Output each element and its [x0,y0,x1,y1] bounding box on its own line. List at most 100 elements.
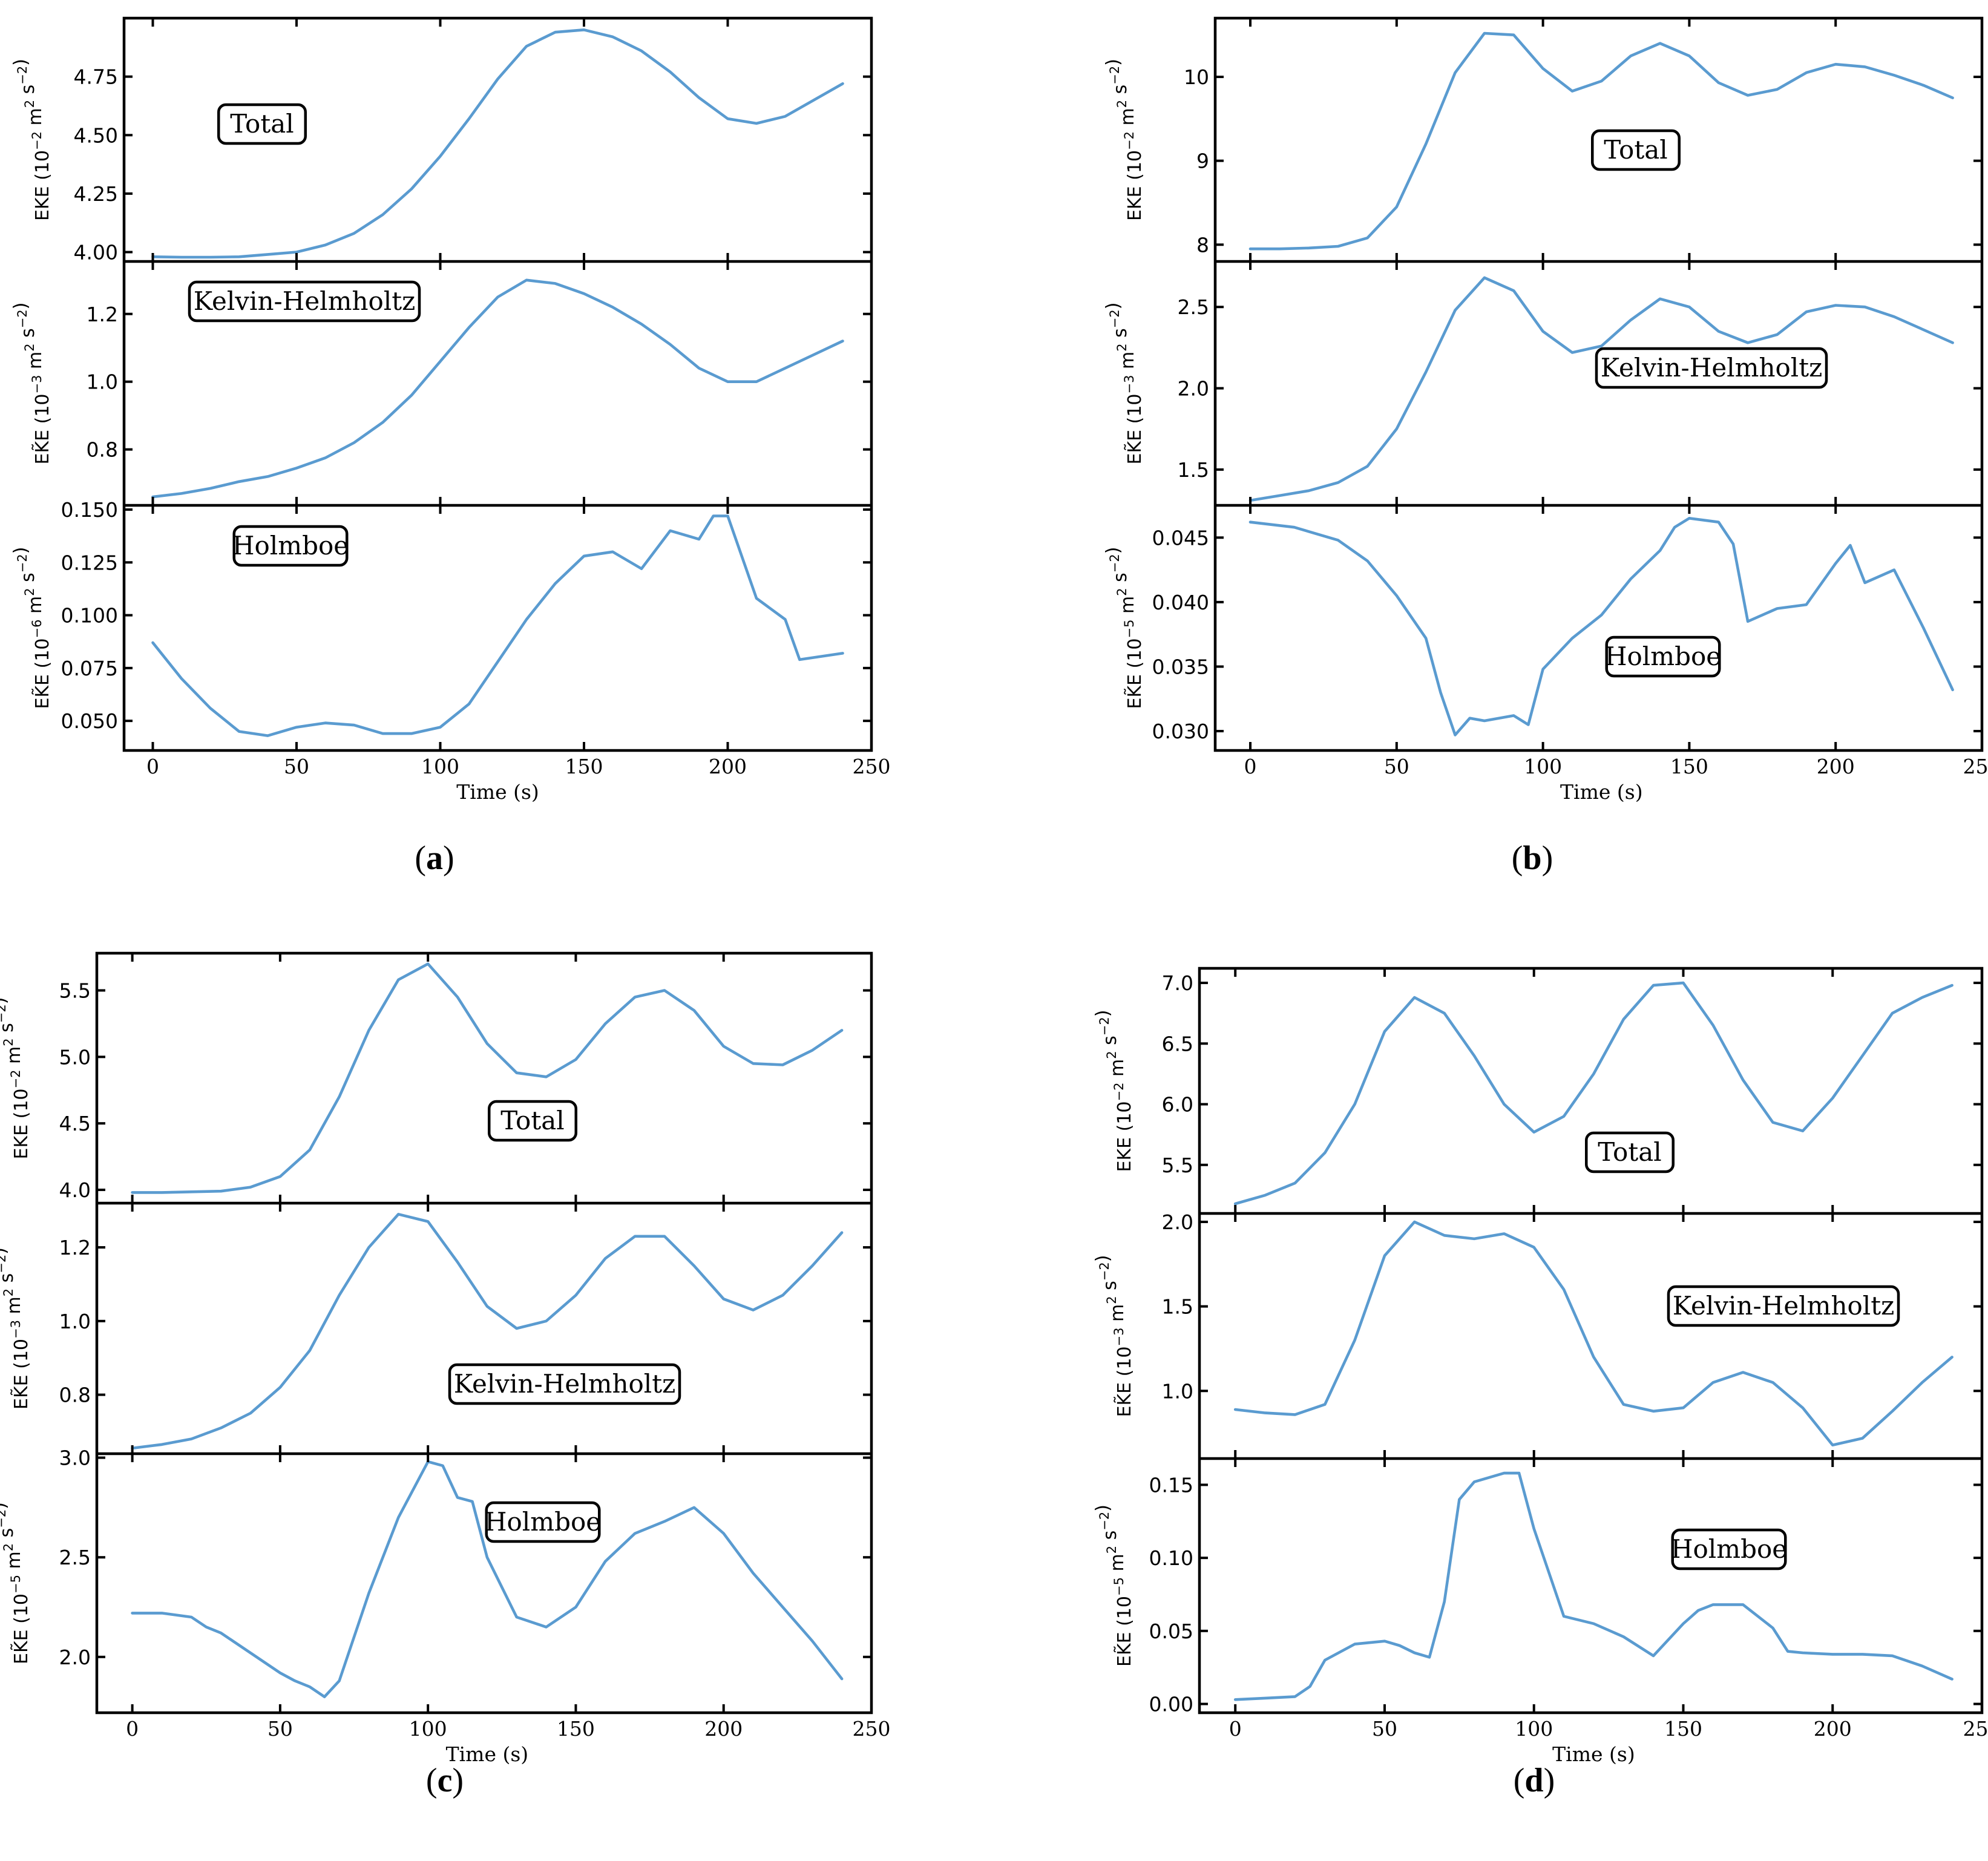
subplot-title: Total [230,109,294,139]
ytick-label: 4.25 [74,182,118,206]
ytick-label: 2.0 [59,1646,91,1669]
xtick-label: 50 [284,755,309,778]
subplot-a-1: 4.00 4.25 4.50 4.75 EKE (10−2 m2 s−2) Total [10,18,873,264]
axes-frame [122,16,873,752]
y-axis-label: EKE (10−2 m2 s−2) [0,997,32,1160]
ytick-label: 9 [1196,149,1209,173]
y-axis-label: EK̃E (10−3 m2 s−2) [10,303,53,465]
title-box [1595,347,1828,389]
ytick-label: 0.8 [87,438,118,462]
xtick-label: 0 [1229,1717,1242,1741]
ytick-label: 0.075 [61,657,118,680]
ytick-label: 0.150 [61,498,118,522]
ytick-label: 0.100 [61,604,118,628]
subplot-c-3: 2.0 2.5 3.0 EK̃E (10−5 m2 s−2) Holmboe [0,1446,873,1713]
xtick-label: 100 [409,1717,447,1741]
y-axis-label: EKE (10−2 m2 s−2) [1092,1010,1135,1172]
xtick-label: 0 [146,755,159,778]
ytick-label: 2.0 [1162,1210,1193,1234]
ytick-label: 1.0 [87,370,118,394]
title-box [1585,1131,1675,1173]
xtick-label: 0 [126,1717,139,1741]
ytick-label: 3.0 [59,1446,91,1470]
series-line-kelvin-helmholtz [1248,276,1954,502]
y-axis-label: EK̃E (10−3 m2 s−2) [1092,1255,1135,1417]
xtick-label: 200 [1814,1717,1852,1741]
ytick-label: 0.05 [1149,1620,1193,1643]
ytick-label: 0.00 [1149,1693,1193,1716]
subplot-title: Holmboe [485,1507,601,1537]
ytick-label: 2.5 [59,1546,91,1569]
panel-b: 8 9 10 EKE (10−2 m2 s−2) Total 1.5 2.0 2.5 EK̃E … [1103,16,1988,877]
ytick-label: 1.5 [1162,1295,1193,1319]
ytick-label: 4.0 [59,1178,91,1202]
ytick-label: 0.045 [1152,526,1209,550]
y-axis-label: EK̃E (10−5 m2 s−2) [1092,1505,1135,1667]
xtick-label: 200 [709,755,747,778]
ytick-label: 8 [1196,233,1209,257]
ytick-label: 0.8 [59,1383,91,1407]
xtick-label: 100 [1524,755,1562,778]
subplot-title: Kelvin-Helmholtz [1601,353,1822,382]
subplot-c-1: 4.0 4.5 5.0 5.5 EKE (10−2 m2 s−2) Total [0,953,873,1203]
subplot-title: Kelvin-Helmholtz [454,1369,675,1399]
subplot-d-1: 5.5 6.0 6.5 7.0 EKE (10−2 m2 s−2) Total [1092,968,1983,1213]
subplot-title: Total [1604,135,1667,165]
ytick-label: 5.5 [59,979,91,1003]
subplot-c-2: 0.8 1.0 1.2 EK̃E (10−3 m2 s−2) Kelvin-Helmho… [0,1203,873,1454]
ytick-label: 1.5 [1178,458,1209,482]
ytick-label: 5.5 [1162,1154,1193,1177]
ytick-label: 0.125 [61,551,118,574]
xtick-label: 100 [421,755,459,778]
series-line-holmboe [131,1460,844,1698]
x-axis-label: Time (s) [446,1742,529,1766]
ytick-label: 5.0 [59,1045,91,1069]
xtick-label: 200 [704,1717,743,1741]
subplot-title: Holmboe [1605,642,1721,671]
series-line-total [151,28,844,259]
ytick-label: 1.2 [87,303,118,326]
x-axis-label: Time (s) [1560,780,1643,804]
axes-frame [95,951,873,1715]
panel-caption: (b) [1512,839,1553,877]
panel-c: 4.0 4.5 5.0 5.5 EKE (10−2 m2 s−2) Total 0.8 1.0… [0,951,891,1799]
series-line-kelvin-helmholtz [151,278,844,499]
title-box [485,1501,601,1543]
subplot-title: Kelvin-Helmholtz [1673,1291,1894,1321]
series-line-holmboe [151,514,844,737]
y-axis-label: EK̃E (10−5 m2 s−2) [0,1502,32,1664]
ytick-label: 1.0 [1162,1379,1193,1403]
y-axis-label: EK̃E (10−6 m2 s−2) [10,547,53,709]
xtick-label: 200 [1817,755,1855,778]
title-box [1667,1285,1900,1327]
subplot-d-2: 1.0 1.5 2.0 EK̃E (10−3 m2 s−2) Kelvin-Helmho… [1092,1210,1983,1459]
subplot-a-2: 0.8 1.0 1.2 EK̃E (10−3 m2 s−2) Kelvin-Helmho… [10,261,873,505]
y-axis-label: EK̃E (10−3 m2 s−2) [1103,303,1146,465]
ytick-label: 10 [1184,65,1209,89]
ytick-label: 0.15 [1149,1473,1193,1497]
subplot-title: Holmboe [1671,1534,1787,1564]
ytick-label: 1.0 [59,1310,91,1333]
title-box [1671,1528,1787,1571]
xtick-label: 150 [1670,755,1708,778]
xtick-label: 150 [1664,1717,1702,1741]
ytick-label: 2.0 [1178,377,1209,401]
panel-caption: (a) [415,839,454,877]
subplot-title: Total [500,1106,564,1135]
x-axis-label: Time (s) [456,780,539,804]
xtick-label: 50 [267,1717,293,1741]
ytick-label: 1.2 [59,1236,91,1259]
ytick-label: 0.040 [1152,591,1209,614]
subplot-title: Holmboe [232,531,349,560]
ytick-label: 4.75 [74,65,118,89]
panel-caption: (c) [426,1762,464,1799]
series-line-kelvin-helmholtz [131,1213,844,1450]
xtick-label: 150 [557,1717,595,1741]
ytick-label: 6.0 [1162,1093,1193,1117]
title-box [217,103,307,145]
ytick-label: 6.5 [1162,1032,1193,1055]
title-box [488,1100,577,1142]
xtick-label: 0 [1244,755,1257,778]
title-box [1605,635,1721,678]
